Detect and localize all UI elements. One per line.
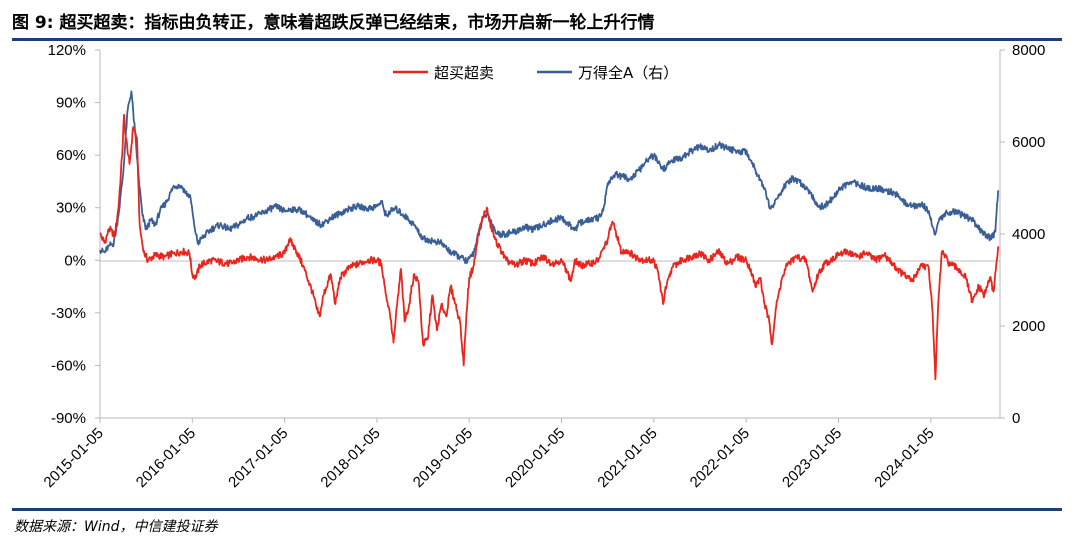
y-left-tick-label: -90% bbox=[51, 410, 86, 427]
series-line-wind-all-a bbox=[99, 90, 1000, 264]
y-left-tick-label: -60% bbox=[51, 357, 86, 374]
source-rule bbox=[12, 508, 1062, 511]
x-tick-label: 2023-01-05 bbox=[779, 425, 845, 491]
series-layer bbox=[99, 90, 1000, 381]
y-right-tick-label: 2000 bbox=[1012, 318, 1045, 335]
title-rule bbox=[12, 38, 1062, 41]
series-line-overbought-oversold bbox=[99, 113, 1000, 381]
x-tick-label: 2018-01-05 bbox=[317, 425, 383, 491]
y-right-tick-label: 8000 bbox=[1012, 42, 1045, 59]
y-right-tick-label: 0 bbox=[1012, 410, 1020, 427]
legend-label-blue: 万得全A（右） bbox=[578, 64, 678, 82]
y-left-tick-label: 90% bbox=[56, 95, 86, 112]
x-tick-label: 2022-01-05 bbox=[687, 425, 753, 491]
y-left-tick-label: 60% bbox=[56, 147, 86, 164]
y-left-tick-label: 30% bbox=[56, 200, 86, 217]
plot-frame bbox=[99, 50, 1001, 419]
x-tick-label: 2019-01-05 bbox=[410, 425, 476, 491]
x-tick-label: 2015-01-05 bbox=[41, 425, 107, 491]
y-left-tick-label: 0% bbox=[64, 252, 86, 269]
y-right-ticks: 8000 6000 4000 2000 0 bbox=[1000, 42, 1045, 427]
figure-title: 图 9: 超买超卖：指标由负转正，意味着超跌反弹已经结束，市场开启新一轮上升行情 bbox=[12, 13, 655, 33]
x-tick-label: 2024-01-05 bbox=[871, 425, 937, 491]
y-left-ticks: 120% 90% 60% 30% 0% -30% -60% -90% bbox=[48, 42, 100, 427]
x-tick-label: 2021-01-05 bbox=[594, 425, 660, 491]
y-right-tick-label: 4000 bbox=[1012, 226, 1045, 243]
y-right-tick-label: 6000 bbox=[1012, 134, 1045, 151]
x-tick-label: 2016-01-05 bbox=[133, 425, 199, 491]
x-ticks: 2015-01-05 2016-01-05 2017-01-05 2018-01-05… bbox=[41, 418, 938, 491]
x-tick-label: 2017-01-05 bbox=[225, 425, 291, 491]
source-note: 数据来源：Wind，中信建投证券 bbox=[14, 519, 218, 535]
legend: 超买超卖 万得全A（右） bbox=[393, 64, 678, 82]
legend-label-red: 超买超卖 bbox=[434, 64, 494, 82]
y-left-tick-label: 120% bbox=[48, 42, 86, 59]
x-tick-label: 2020-01-05 bbox=[502, 425, 568, 491]
y-left-tick-label: -30% bbox=[51, 305, 86, 322]
